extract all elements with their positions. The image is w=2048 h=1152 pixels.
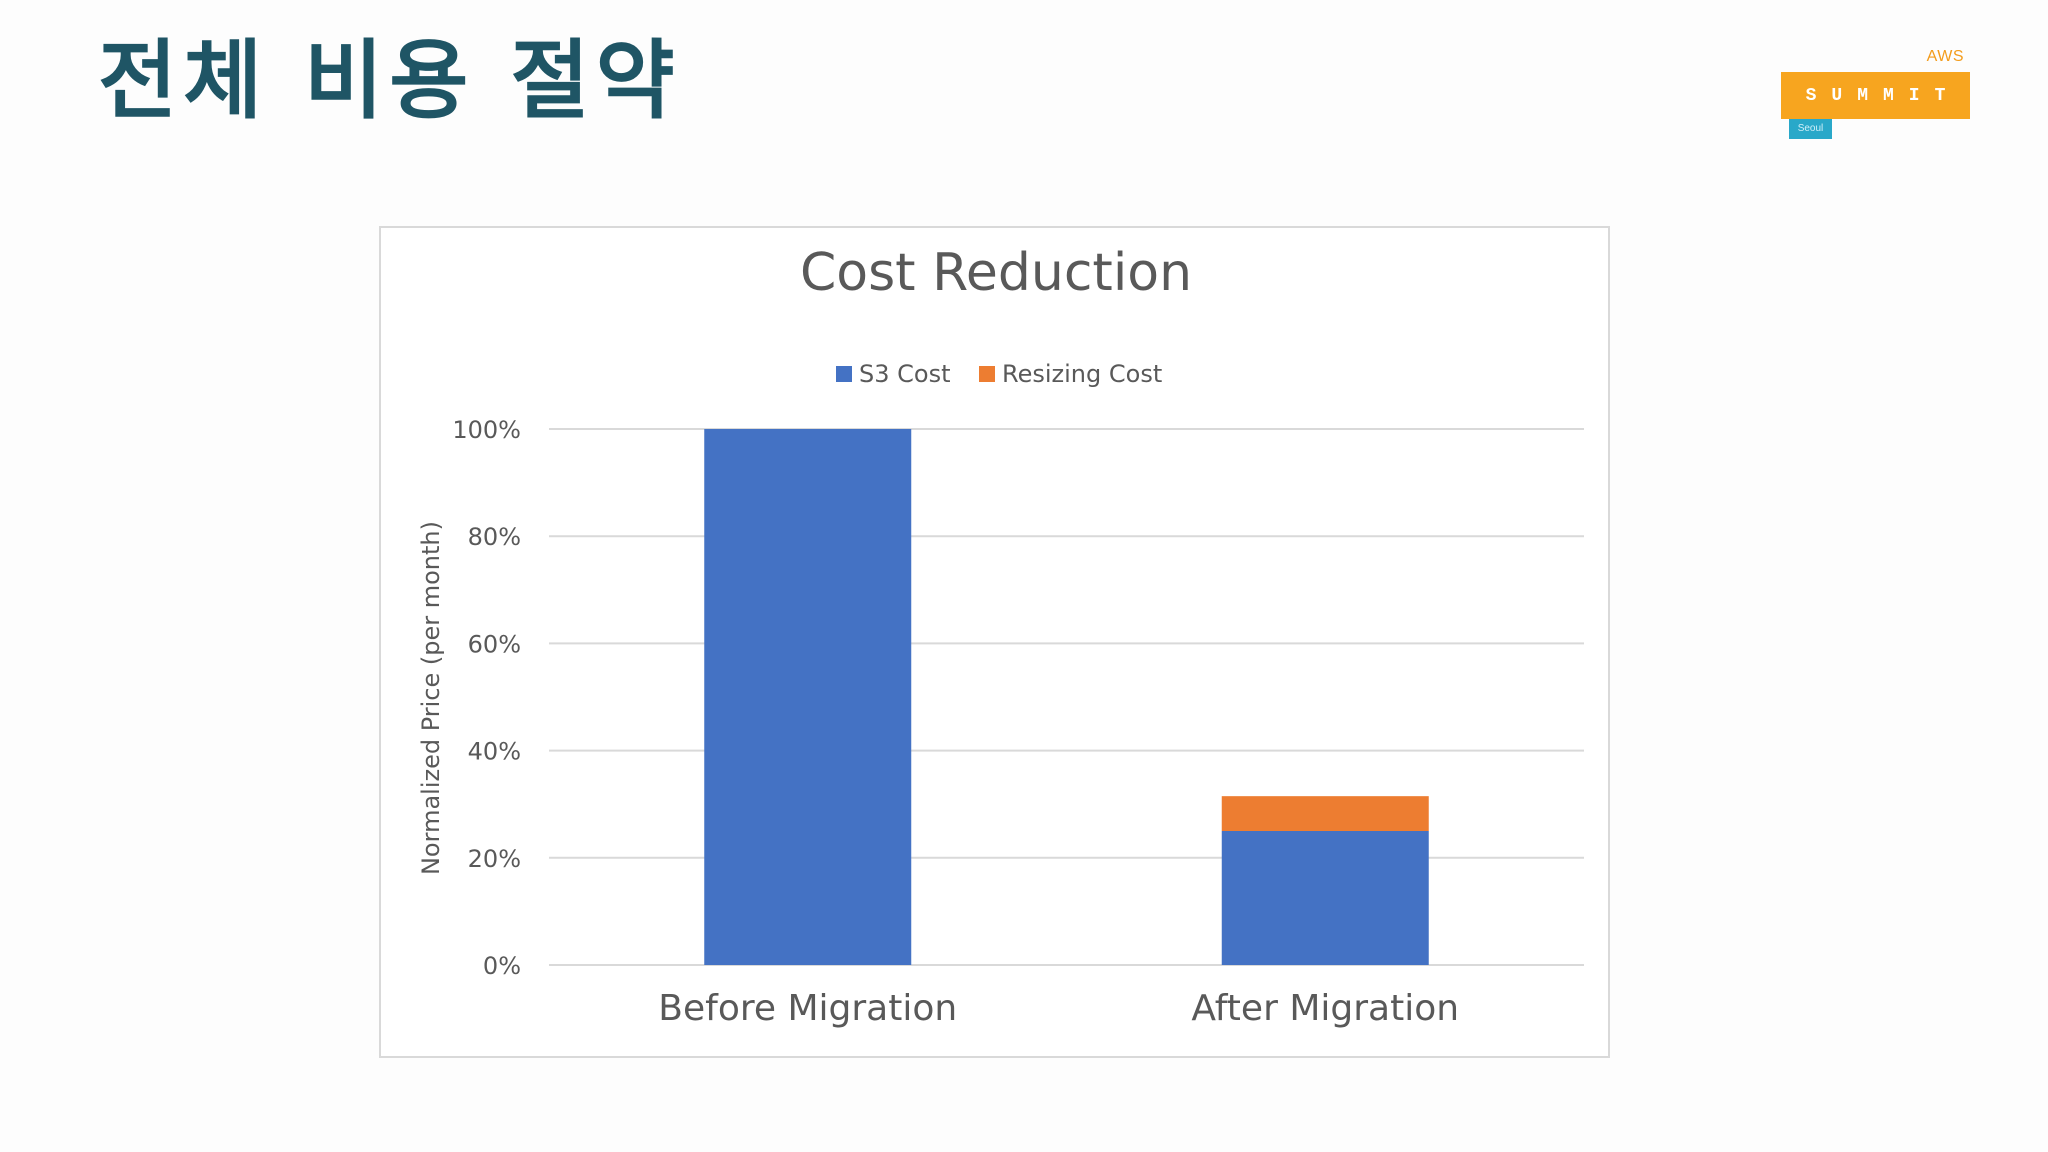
y-axis-title: Normalized Price (per month) xyxy=(417,521,445,875)
logo-city-text: Seoul xyxy=(1789,119,1832,139)
y-tick-label: 20% xyxy=(468,845,521,873)
logo-summit-text: SUMMIT xyxy=(1805,85,1961,106)
y-tick-label: 0% xyxy=(483,952,521,980)
x-category-label: After Migration xyxy=(1191,988,1459,1029)
y-tick-label: 80% xyxy=(468,523,521,551)
slide-title: 전체 비용 절약 xyxy=(98,31,681,131)
legend-swatch xyxy=(979,366,995,382)
bar-s3-cost-1 xyxy=(1221,831,1429,965)
y-tick-label: 100% xyxy=(452,416,521,444)
chart-frame: 0% 20% 40% 60% 80% 100% Before Migration After … xyxy=(379,226,1610,1058)
legend-label: Resizing Cost xyxy=(1002,360,1162,388)
logo-summit-bar: SUMMIT xyxy=(1781,72,1970,119)
cost-reduction-chart: 0% 20% 40% 60% 80% 100% Before Migration After … xyxy=(417,243,1584,1029)
bar-resizing-cost-1 xyxy=(1221,796,1429,831)
bar-s3-cost-0 xyxy=(704,429,912,965)
y-tick-label: 60% xyxy=(468,630,521,658)
legend-label: S3 Cost xyxy=(859,360,951,388)
axis-labels: 0% 20% 40% 60% 80% 100% Before Migration After … xyxy=(452,416,1459,1029)
x-category-label: Before Migration xyxy=(658,988,957,1029)
logo-aws-text: AWS xyxy=(1926,48,1964,65)
y-tick-label: 40% xyxy=(468,738,521,766)
legend-swatch xyxy=(836,366,852,382)
aws-summit-logo: AWS SUMMIT Seoul xyxy=(1775,48,1970,148)
bars xyxy=(704,429,1429,965)
chart-title: Cost Reduction xyxy=(800,243,1192,303)
legend: S3 Cost Resizing Cost xyxy=(836,360,1162,388)
